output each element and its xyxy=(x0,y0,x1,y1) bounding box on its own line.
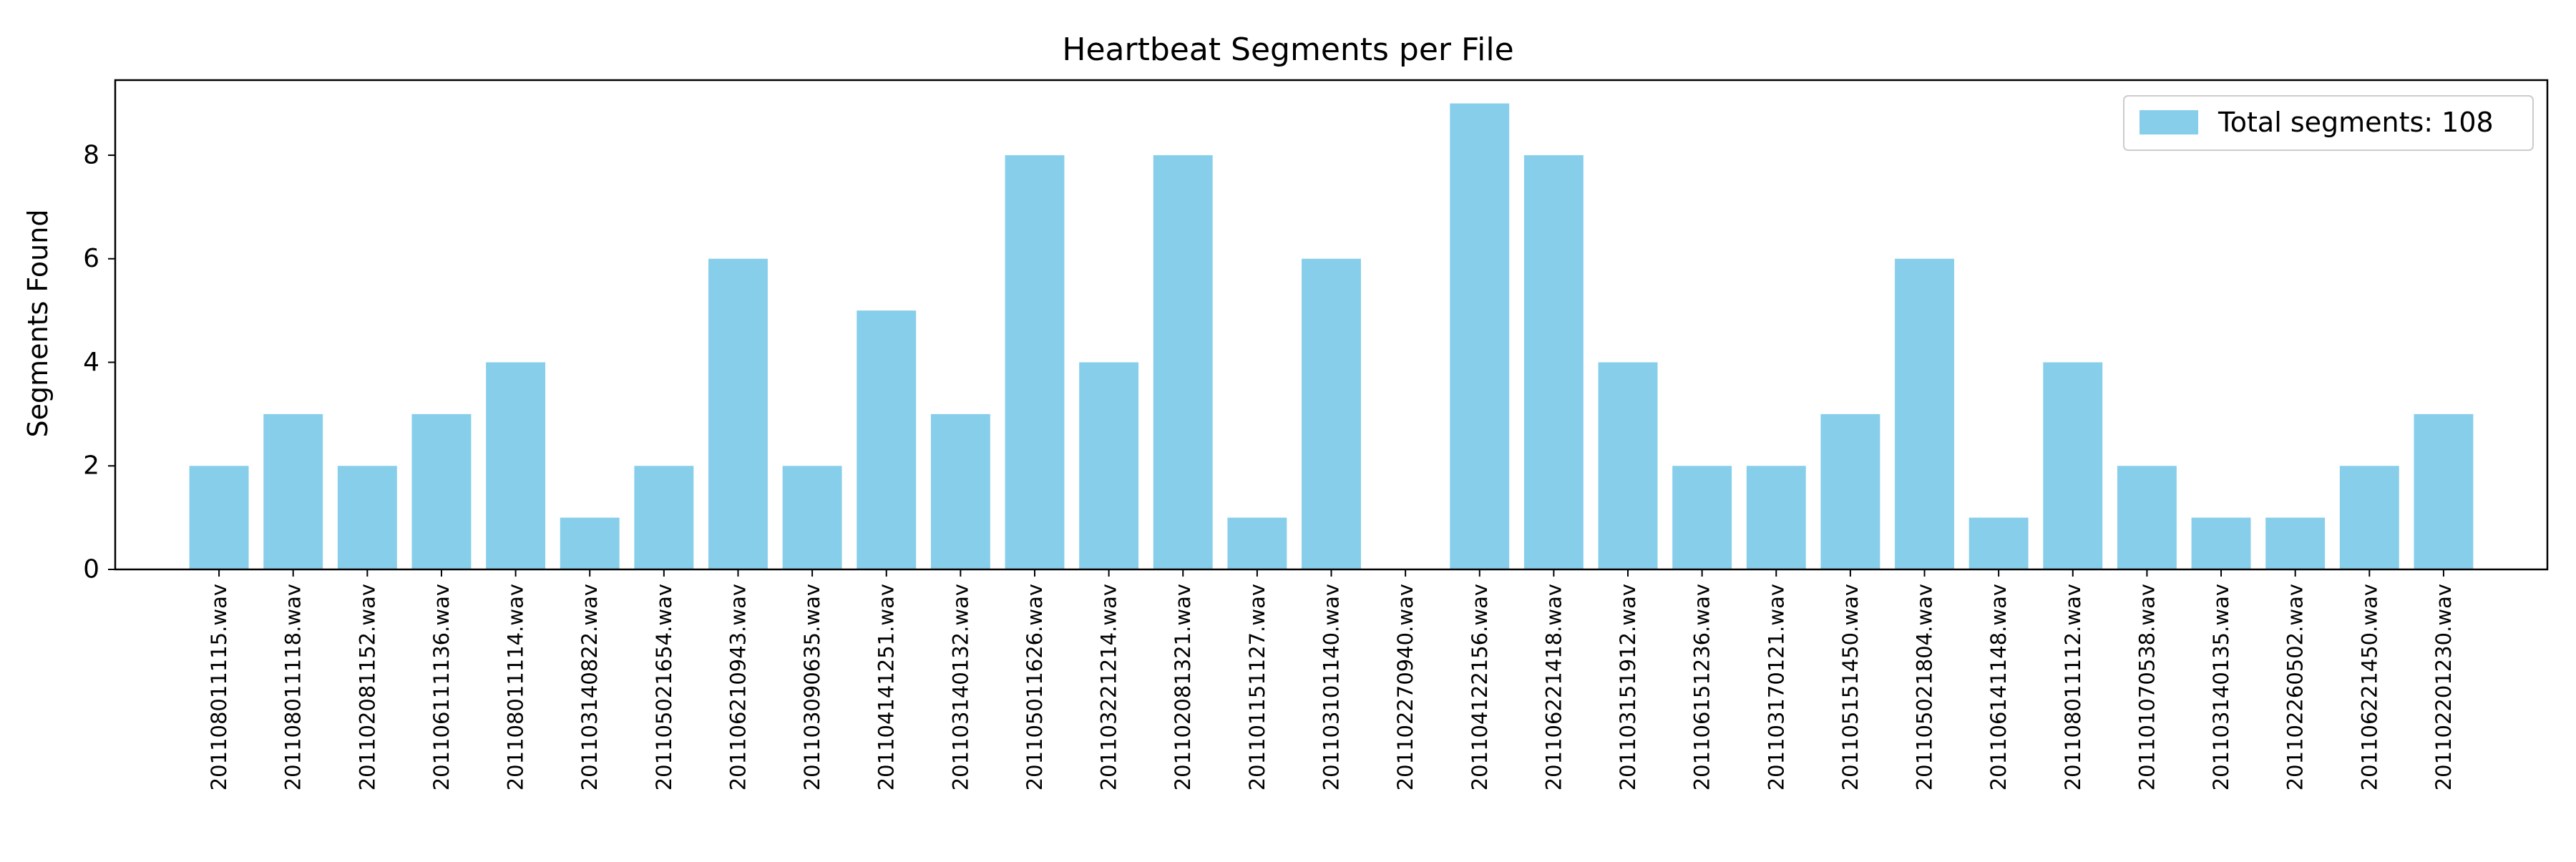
x-tick-label-30: 201102201230.wav xyxy=(2431,584,2456,790)
bar-17 xyxy=(1450,103,1510,569)
bars-group xyxy=(189,103,2474,569)
legend-label: Total segments: 108 xyxy=(2218,107,2494,138)
x-axis: 201108011115.wav 201108011118.wav 20110208… xyxy=(207,569,2456,790)
bar-11 xyxy=(1005,155,1065,569)
bar-18 xyxy=(1523,155,1584,569)
x-tick-label-15: 201103101140.wav xyxy=(1319,584,1344,790)
bar-12 xyxy=(1079,362,1139,569)
x-tick-label-7: 201106210943.wav xyxy=(726,584,750,790)
plot-frame xyxy=(114,79,2549,571)
legend-box xyxy=(2123,95,2534,151)
bar-3 xyxy=(411,413,472,569)
bar-10 xyxy=(930,413,990,569)
x-tick-label-12: 201103221214.wav xyxy=(1097,584,1121,790)
bar-27 xyxy=(2191,517,2251,569)
bar-23 xyxy=(1895,258,1954,569)
legend-swatch xyxy=(2140,110,2198,134)
bar-21 xyxy=(1746,466,1806,569)
bar-28 xyxy=(2265,517,2326,569)
x-tick-label-28: 201102260502.wav xyxy=(2283,584,2308,790)
x-tick-label-23: 201105021804.wav xyxy=(1913,584,1937,790)
bar-9 xyxy=(857,310,917,569)
bar-26 xyxy=(2117,466,2177,569)
x-tick-label-21: 201103170121.wav xyxy=(1764,584,1788,790)
y-tick-label-8: 8 xyxy=(83,140,99,170)
y-tick-label-4: 4 xyxy=(83,348,99,377)
x-tick-label-10: 201103140132.wav xyxy=(948,584,972,790)
x-tick-label-1: 201108011118.wav xyxy=(281,584,306,790)
x-tick-label-2: 201102081152.wav xyxy=(355,584,379,790)
x-tick-label-17: 201104122156.wav xyxy=(1468,584,1492,790)
x-tick-label-13: 201102081321.wav xyxy=(1171,584,1195,790)
y-tick-label-2: 2 xyxy=(83,451,99,481)
bar-24 xyxy=(1968,517,2029,569)
y-axis: 0 2 4 6 8 xyxy=(83,140,115,584)
x-tick-label-3: 201106111136.wav xyxy=(429,584,454,790)
x-tick-label-6: 201105021654.wav xyxy=(652,584,676,790)
bar-20 xyxy=(1672,466,1732,569)
bar-0 xyxy=(189,466,249,569)
x-tick-label-11: 201105011626.wav xyxy=(1023,584,1047,790)
x-tick-label-5: 201103140822.wav xyxy=(577,584,602,790)
x-tick-label-18: 201106221418.wav xyxy=(1541,584,1566,790)
bar-4 xyxy=(486,362,546,569)
x-tick-label-16: 201102270940.wav xyxy=(1393,584,1418,790)
x-tick-label-9: 201104141251.wav xyxy=(874,584,899,790)
bar-5 xyxy=(560,517,620,569)
x-tick-label-22: 201105151450.wav xyxy=(1838,584,1863,790)
x-tick-label-26: 201101070538.wav xyxy=(2135,584,2159,790)
bar-7 xyxy=(708,258,768,569)
x-tick-label-24: 201106141148.wav xyxy=(1986,584,2011,790)
y-tick-label-0: 0 xyxy=(83,555,99,584)
bar-19 xyxy=(1598,362,1658,569)
x-tick-label-27: 201103140135.wav xyxy=(2209,584,2233,790)
x-tick-label-4: 201108011114.wav xyxy=(504,584,528,790)
x-tick-label-29: 201106221450.wav xyxy=(2357,584,2381,790)
x-tick-label-14: 201101151127.wav xyxy=(1245,584,1269,790)
bar-2 xyxy=(337,466,397,569)
bar-30 xyxy=(2414,413,2474,569)
bar-14 xyxy=(1227,517,1287,569)
bar-1 xyxy=(263,413,323,569)
chart-title: Heartbeat Segments per File xyxy=(1062,31,1513,68)
x-tick-label-8: 201103090635.wav xyxy=(800,584,824,790)
bar-13 xyxy=(1153,155,1213,569)
bar-29 xyxy=(2339,466,2399,569)
x-tick-label-19: 201103151912.wav xyxy=(1616,584,1640,790)
legend: Total segments: 108 xyxy=(2123,95,2534,151)
bar-6 xyxy=(634,466,694,569)
bar-15 xyxy=(1302,258,1361,569)
bar-22 xyxy=(1820,413,1880,569)
x-tick-label-20: 201106151236.wav xyxy=(1690,584,1714,790)
y-tick-label-6: 6 xyxy=(83,244,99,273)
x-tick-label-25: 201108011112.wav xyxy=(2061,584,2085,790)
y-axis-label: Segments Found xyxy=(22,210,54,438)
bar-25 xyxy=(2043,362,2103,569)
x-tick-label-0: 201108011115.wav xyxy=(207,584,231,790)
bar-8 xyxy=(782,466,842,569)
